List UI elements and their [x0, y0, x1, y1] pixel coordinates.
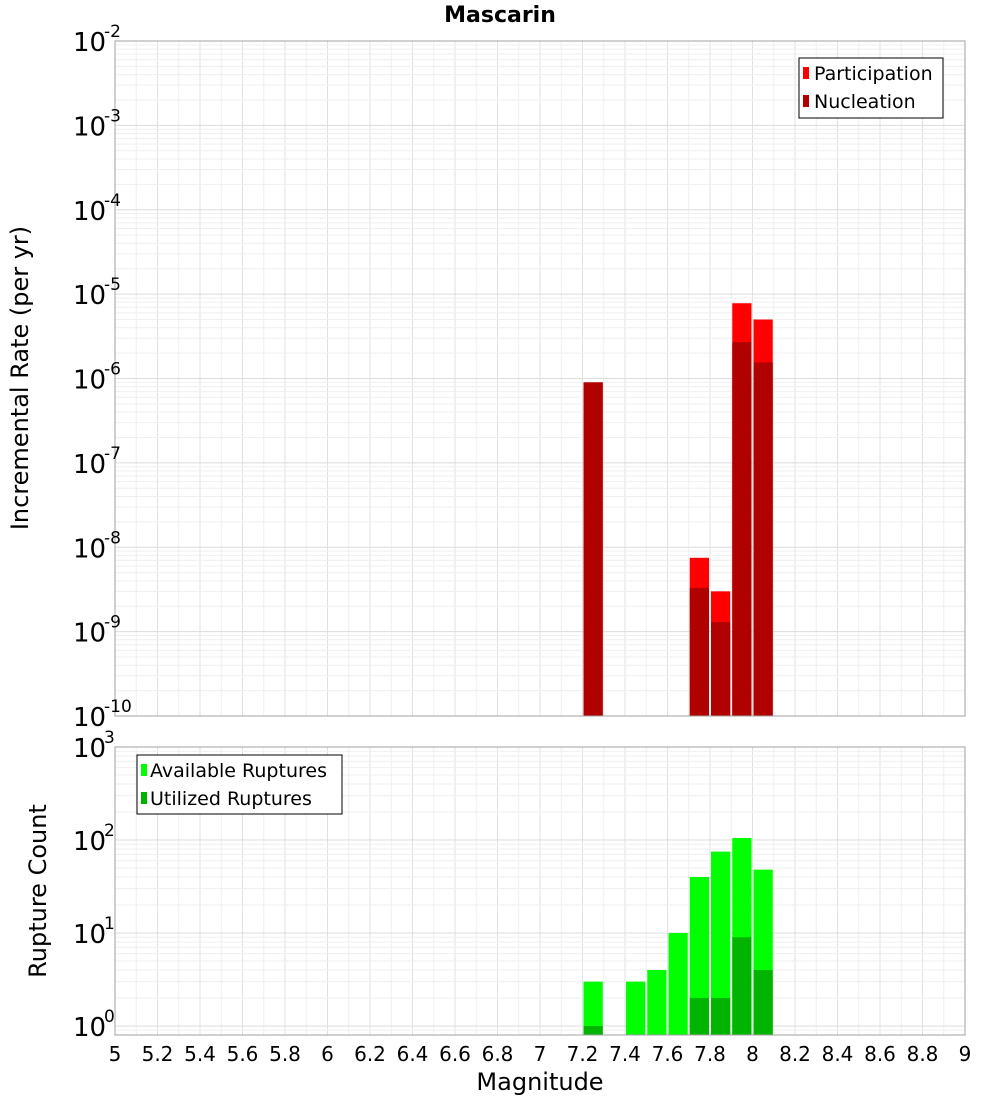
y-tick-exponent: -5 — [104, 275, 121, 295]
x-tick-label: 6.2 — [354, 1042, 386, 1066]
y-tick-label: 10 — [73, 366, 106, 396]
y-tick-exponent: -3 — [104, 106, 121, 126]
chart-title: Mascarin — [444, 3, 556, 28]
available-ruptures-legend-swatch — [141, 764, 147, 776]
x-tick-label: 7.8 — [694, 1042, 726, 1066]
x-axis-ticks: 5 5.2 5.4 5.6 5.8 6 6.2 6.4 6.6 6.8 7 7.2 7.4 7.6 7.8 8… — [109, 1042, 972, 1066]
y-tick-label: 10 — [73, 450, 106, 480]
x-tick-label: 8 — [746, 1042, 759, 1066]
rate-plot-y-axis-label: Incremental Rate (per yr) — [6, 226, 34, 530]
rate-plot-legend: Participation Nucleation — [798, 57, 944, 119]
count-plot-grid — [114, 746, 966, 1036]
nucleation-legend-label: Nucleation — [814, 91, 916, 113]
available-ruptures-legend-label: Available Ruptures — [150, 760, 327, 782]
count-plot-y-axis-label: Rupture Count — [24, 804, 52, 978]
nucleation-legend-swatch — [803, 95, 809, 107]
y-tick-exponent: -7 — [104, 444, 121, 464]
y-tick-exponent: -9 — [104, 613, 121, 633]
x-tick-label: 7.4 — [609, 1042, 641, 1066]
y-tick-label: 10 — [73, 534, 106, 564]
x-tick-label: 8.6 — [864, 1042, 896, 1066]
y-tick-exponent: -10 — [104, 697, 132, 717]
available-ruptures-bar — [711, 851, 731, 1035]
y-tick-label: 10 — [73, 112, 106, 142]
x-tick-label: 7.2 — [567, 1042, 599, 1066]
utilized-ruptures-bar — [711, 997, 731, 1035]
available-ruptures-bar — [668, 932, 688, 1035]
available-ruptures-bar — [689, 877, 709, 1035]
y-tick-exponent: -4 — [104, 191, 121, 211]
x-tick-label: 8.2 — [779, 1042, 811, 1066]
nucleation-bar — [753, 362, 773, 716]
x-tick-label: 6.4 — [397, 1042, 429, 1066]
y-tick-label: 10 — [73, 827, 106, 857]
available-ruptures-bar — [626, 981, 646, 1035]
count-legend-box — [136, 754, 343, 815]
rate-legend-box — [798, 57, 944, 119]
y-tick-label: 10 — [73, 703, 106, 733]
x-tick-label: 5.2 — [142, 1042, 174, 1066]
y-tick-exponent: 1 — [104, 914, 115, 934]
nucleation-bar — [583, 382, 603, 716]
x-tick-label: 8.4 — [822, 1042, 854, 1066]
y-tick-label: 10 — [73, 281, 106, 311]
participation-legend-swatch — [803, 67, 809, 79]
y-tick-exponent: -2 — [104, 22, 121, 42]
nucleation-bar — [689, 587, 709, 716]
y-tick-label: 10 — [73, 920, 106, 950]
x-axis-label: Magnitude — [476, 1068, 603, 1096]
x-tick-label: 5 — [109, 1042, 122, 1066]
rate-plot-bars — [583, 303, 773, 716]
participation-legend-label: Participation — [814, 63, 933, 85]
available-ruptures-bar — [583, 981, 603, 1035]
y-tick-label: 10 — [73, 1013, 106, 1043]
x-tick-label: 6 — [321, 1042, 334, 1066]
x-tick-label: 5.6 — [227, 1042, 259, 1066]
utilized-ruptures-bar — [732, 937, 752, 1035]
x-tick-label: 7 — [534, 1042, 547, 1066]
utilized-ruptures-legend-swatch — [141, 792, 147, 804]
y-tick-label: 10 — [73, 619, 106, 649]
rate-plot-grid — [114, 40, 966, 717]
y-tick-exponent: 0 — [104, 1007, 115, 1027]
y-tick-exponent: -8 — [104, 528, 121, 548]
x-tick-label: 8.8 — [907, 1042, 939, 1066]
utilized-ruptures-bar — [689, 997, 709, 1035]
y-tick-exponent: -6 — [104, 360, 121, 380]
utilized-ruptures-legend-label: Utilized Ruptures — [150, 788, 312, 810]
x-tick-label: 5.8 — [269, 1042, 301, 1066]
count-plot-frame — [114, 746, 966, 1036]
y-tick-label: 10 — [73, 197, 106, 227]
x-tick-label: 6.8 — [482, 1042, 514, 1066]
utilized-ruptures-bar — [753, 969, 773, 1035]
y-tick-exponent: 2 — [104, 821, 115, 841]
y-tick-exponent: 3 — [104, 728, 115, 748]
count-plot-legend: Available Ruptures Utilized Ruptures — [136, 754, 343, 815]
nucleation-bar — [732, 342, 752, 716]
available-ruptures-bar — [647, 969, 667, 1035]
x-tick-label: 5.4 — [184, 1042, 216, 1066]
y-tick-label: 10 — [73, 28, 106, 58]
nucleation-bar — [711, 622, 731, 716]
x-tick-label: 7.6 — [652, 1042, 684, 1066]
rate-plot-frame — [114, 40, 966, 717]
y-tick-label: 10 — [73, 734, 106, 764]
x-tick-label: 6.6 — [439, 1042, 471, 1066]
count-plot-bars — [583, 838, 773, 1035]
utilized-ruptures-bar — [583, 1025, 603, 1035]
x-tick-label: 9 — [959, 1042, 972, 1066]
